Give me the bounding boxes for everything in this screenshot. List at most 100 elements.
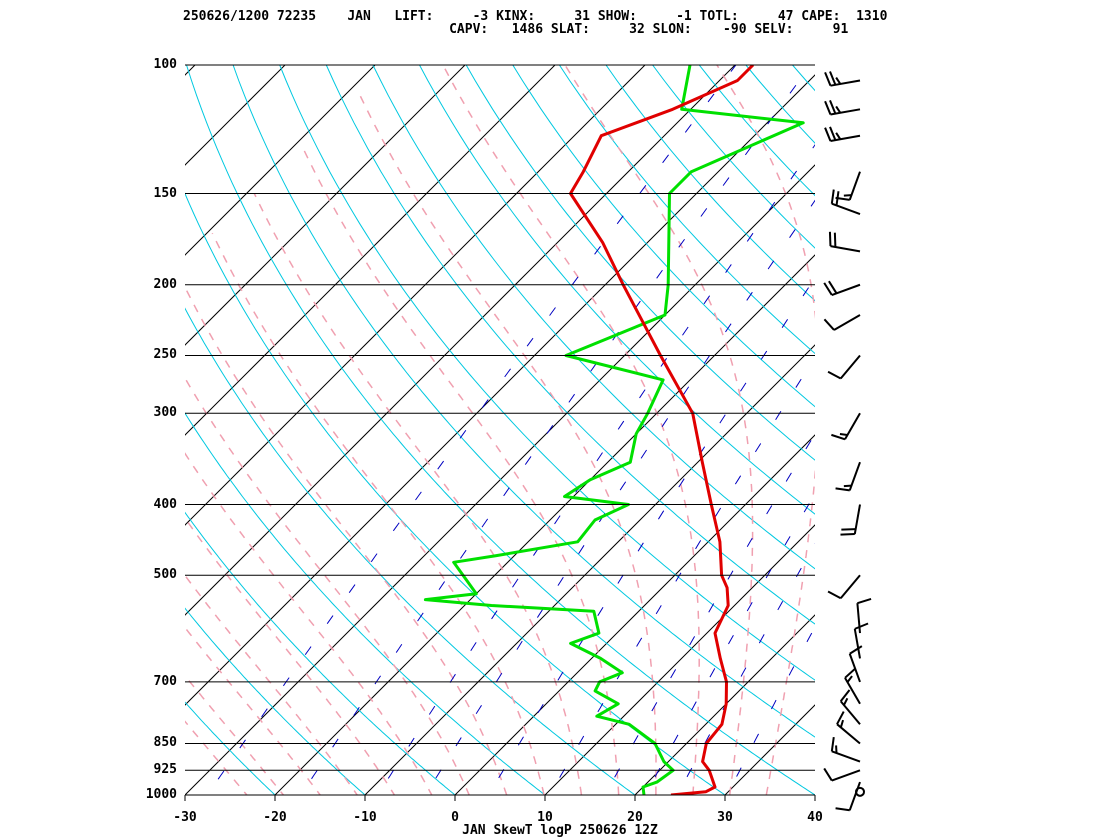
wind-barb-flag [824, 72, 832, 87]
moist-adiabat-line [185, 626, 322, 795]
wind-barb-flag [823, 767, 833, 782]
temperature-tick-label: 30 [717, 810, 733, 825]
isotherm-line [185, 65, 466, 346]
wind-barb [848, 645, 863, 683]
wind-barb-flag [839, 433, 848, 436]
wind-barb [823, 314, 861, 331]
moist-adiabat-line [302, 147, 620, 795]
temperature-tick-label: 10 [537, 810, 553, 825]
isotherm-line [544, 524, 815, 795]
wind-barb-flag [829, 126, 837, 141]
isotherm-line [0, 65, 105, 795]
wind-barb-flag [828, 231, 832, 247]
temperature-tick-label: 20 [627, 810, 643, 825]
temperature-tick-label: 40 [807, 810, 823, 825]
pressure-tick-label: 400 [153, 496, 177, 512]
wind-barb-flag [830, 189, 835, 204]
wind-barb-flag [844, 667, 857, 679]
wind-barb [828, 231, 861, 253]
pressure-tick-label: 500 [153, 567, 177, 583]
temperature-tick-label: -20 [263, 810, 287, 825]
mixing-ratio-line [377, 144, 815, 795]
wind-barb [830, 737, 861, 763]
wind-barb [836, 711, 861, 745]
mixing-ratio-line [726, 625, 815, 795]
dry-adiabat-line [962, 49, 1120, 811]
dry-adiabat-line [185, 511, 456, 795]
wind-barb-flag [829, 100, 837, 115]
isotherm-line [634, 614, 815, 795]
pressure-tick-label: 100 [153, 57, 177, 72]
dry-adiabat-line [232, 65, 815, 738]
isotherm-line [814, 794, 815, 795]
wind-barb-flag [849, 645, 863, 655]
wind-barb-flag [854, 622, 869, 630]
isotherm-line [724, 704, 815, 795]
pressure-tick-label: 300 [153, 405, 177, 421]
wind-barb-flag [835, 487, 850, 492]
chart-title: JAN SkewT logP 250626 12Z [462, 823, 658, 838]
wind-barb-flag [824, 127, 832, 142]
wind-barb-flag [835, 105, 842, 114]
wind-barb [827, 354, 861, 380]
wind-barb [835, 461, 861, 492]
dry-adiabat-line [698, 65, 815, 197]
wind-barb-staff [853, 628, 861, 659]
wind-barb [853, 622, 869, 659]
dry-adiabat-line [185, 65, 815, 795]
wind-barb-staff [848, 653, 861, 683]
moist-adiabat-line [185, 376, 471, 795]
wind-barb-staff [856, 603, 861, 634]
moist-adiabat-line [359, 94, 657, 795]
wind-barb-flag [823, 282, 833, 296]
isotherm-line [185, 65, 376, 256]
wind-barb [824, 100, 861, 116]
wind-barb [823, 280, 861, 296]
header-indices-row1: 250626/1200 72235 JAN LIFT: -3 KINX: 31 … [183, 9, 888, 24]
dry-adiabat-line [1100, 49, 1120, 811]
wind-barb-staff [831, 769, 861, 782]
header-indices-row2: CAPV: 1486 SLAT: 32 SLON: -90 SELV: 91 [183, 22, 849, 37]
wind-barb-flag [831, 433, 846, 441]
pressure-tick-label: 925 [153, 762, 177, 778]
dry-adiabat-line [185, 607, 366, 795]
wind-barb-flag [827, 370, 842, 380]
wind-barb-staff [839, 354, 861, 380]
dry-adiabat-line [372, 65, 815, 570]
mixing-ratio-line [676, 542, 815, 795]
isotherm-line [0, 65, 15, 795]
moist-adiabat-line [185, 516, 396, 795]
wind-barb-flag [846, 675, 853, 683]
isotherm-line [185, 65, 556, 436]
wind-barb [840, 504, 861, 536]
wind-barb-flag [841, 528, 856, 531]
dry-adiabat-line [325, 65, 815, 625]
isotherm-line [905, 65, 1120, 795]
wind-barb-flag [840, 533, 855, 536]
isotherm-line [185, 65, 646, 526]
dry-adiabat-line [1054, 49, 1120, 811]
moist-adiabat-line [211, 232, 545, 795]
mixing-ratio-line [206, 65, 737, 795]
pressure-tick-label: 700 [153, 673, 177, 689]
isotherm-line [185, 74, 815, 706]
wind-barb-flag [835, 196, 850, 201]
moist-adiabat-line [185, 674, 285, 795]
dry-adiabat-line [185, 412, 546, 795]
wind-barb-flag [823, 318, 835, 331]
temperature-tick-label: -10 [353, 810, 377, 825]
moist-adiabat-line [185, 452, 433, 795]
dry-adiabat-line [791, 65, 815, 92]
moist-adiabat-line [716, 65, 815, 795]
wind-barb [839, 689, 861, 725]
moist-adiabat-line [442, 65, 700, 795]
wind-barb-flag [830, 737, 835, 752]
wind-barb [831, 412, 861, 441]
dry-adiabat-line [871, 49, 1120, 811]
wind-barb-flag [829, 71, 837, 86]
dry-adiabat-line [512, 65, 815, 408]
wind-barb [856, 597, 872, 634]
wind-barb-flag [839, 689, 851, 702]
isotherm-line [364, 344, 815, 795]
